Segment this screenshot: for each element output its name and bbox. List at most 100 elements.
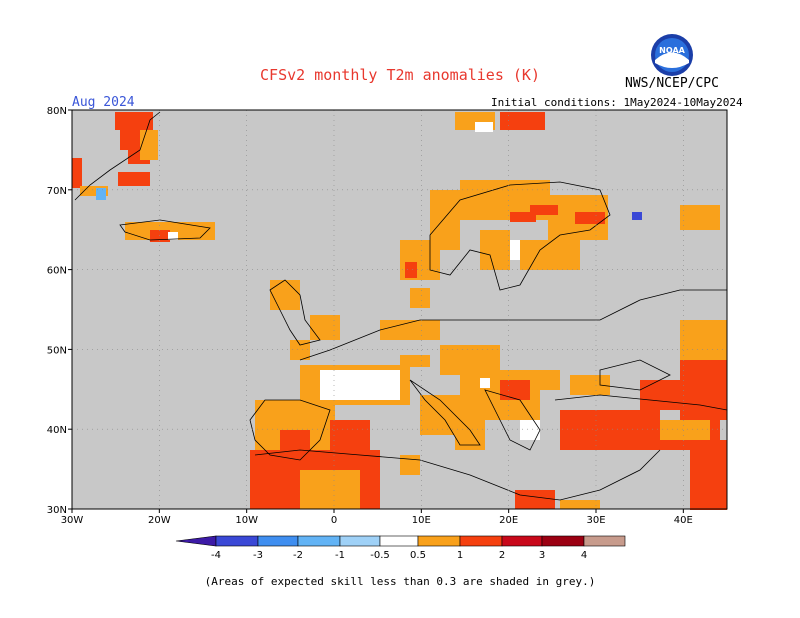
anomaly-patch [690, 440, 727, 510]
anomaly-patch [520, 420, 540, 440]
anomaly-patch [680, 320, 727, 360]
coastline [249, 399, 331, 461]
colorbar-label: -0.5 [370, 550, 390, 561]
forecast-period: Aug 2024 [72, 95, 135, 110]
coastline [299, 289, 727, 361]
colorbar-label: -2 [293, 550, 303, 561]
colorbar-segment [501, 535, 543, 547]
anomaly-patch [515, 490, 555, 509]
anomaly-patch [330, 420, 370, 450]
colorbar-label: 3 [539, 550, 545, 561]
colorbar-segment [459, 535, 503, 547]
anomaly-patch [80, 186, 108, 196]
anomaly-patch [400, 355, 430, 367]
chart-title: CFSv2 monthly T2m anomalies (K) [260, 66, 540, 84]
lon-tick-label: 20E [499, 515, 518, 526]
colorbar-segment [297, 535, 341, 547]
anomaly-patch [455, 420, 485, 450]
anomaly-patch [560, 500, 600, 509]
anomaly-patch [510, 240, 520, 260]
anomaly-patch [115, 112, 153, 130]
anomaly-patch [410, 288, 430, 308]
colorbar-segment [215, 535, 259, 547]
coastline [484, 389, 541, 451]
anomaly-patch [120, 130, 140, 150]
agency-label: NWS/NCEP/CPC [625, 76, 719, 91]
coastline [254, 449, 661, 501]
anomaly-patch [290, 340, 310, 360]
anomaly-patch [400, 455, 420, 475]
colorbar-segment [417, 535, 461, 547]
lon-tick-label: 10E [412, 515, 431, 526]
colorbar-label: 1 [457, 550, 463, 561]
anomaly-patch [500, 112, 545, 130]
anomaly-patch [280, 430, 310, 450]
anomaly-patch [320, 370, 400, 400]
coastline [429, 181, 611, 291]
anomaly-patch [380, 320, 440, 340]
anomaly-patch [168, 232, 178, 240]
colorbar-arrow-low [175, 535, 217, 547]
anomaly-patch [570, 375, 610, 395]
coastline [269, 279, 321, 346]
colorbar-segment [583, 535, 626, 547]
anomaly-patch [680, 205, 720, 230]
anomaly-patch [500, 400, 540, 420]
anomaly-patch [632, 212, 642, 220]
colorbar-segment [339, 535, 381, 547]
coastline [554, 394, 728, 411]
anomaly-patch [510, 212, 536, 222]
lat-tick-label: 80N [47, 106, 67, 117]
lat-tick-label: 70N [47, 186, 67, 197]
initial-conditions: Initial conditions: 1May2024-10May2024 [491, 96, 743, 109]
anomaly-patch [540, 370, 560, 390]
anomaly-patch [96, 188, 106, 200]
map-frame [71, 109, 728, 510]
anomaly-patch [405, 262, 417, 278]
lon-tick-label: 40E [674, 515, 693, 526]
anomaly-patch [520, 240, 580, 270]
colorbar-label: -4 [211, 550, 221, 561]
anomaly-patch [480, 230, 510, 270]
colorbar-label: 2 [499, 550, 505, 561]
anomaly-patch [530, 205, 558, 215]
anomaly-patch [270, 280, 300, 310]
anomaly-patch [475, 122, 493, 132]
anomaly-patch [575, 212, 605, 224]
coastline [409, 379, 481, 446]
lon-tick-label: 30E [586, 515, 605, 526]
coastline [119, 219, 211, 241]
colorbar-segment [541, 535, 585, 547]
anomaly-patch [300, 470, 360, 509]
logo-text: NOAA [659, 46, 685, 55]
lon-tick-label: 0 [331, 515, 337, 526]
colorbar-label: -3 [253, 550, 263, 561]
anomaly-patch [310, 315, 340, 340]
coastline [74, 111, 161, 201]
lat-tick-label: 60N [47, 266, 67, 277]
lon-tick-label: 30W [61, 515, 84, 526]
lon-tick-label: 10W [235, 515, 258, 526]
anomaly-patch [640, 380, 700, 410]
anomaly-patch [460, 180, 510, 220]
colorbar-label: -1 [335, 550, 345, 561]
colorbar-label: 0.5 [410, 550, 426, 561]
anomaly-patch [480, 378, 490, 388]
anomaly-patch [118, 172, 150, 186]
colorbar-label: 4 [581, 550, 587, 561]
colorbar: -4 -3 -2 -1 -0.5 0.5 1 2 3 4 [175, 535, 626, 561]
lat-tick-label: 30N [47, 505, 67, 516]
lat-tick-label: 50N [47, 345, 67, 356]
colorbar-segment [379, 535, 419, 547]
lat-tick-label: 40N [47, 425, 67, 436]
anomaly-patch [660, 420, 710, 440]
noaa-logo-icon: NOAA [651, 34, 693, 76]
anomaly-patch [140, 130, 158, 160]
skill-note: (Areas of expected skill less than 0.3 a… [204, 575, 596, 588]
anomaly-patch [500, 380, 530, 400]
coastline [599, 359, 671, 391]
anomaly-patch [72, 158, 82, 188]
lon-tick-label: 20W [148, 515, 171, 526]
colorbar-segment [257, 535, 299, 547]
